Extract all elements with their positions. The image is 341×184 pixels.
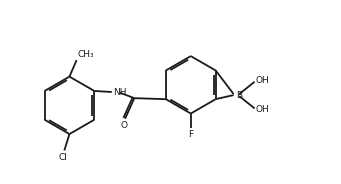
Text: O: O [121, 121, 128, 130]
Text: OH: OH [256, 76, 269, 85]
Text: F: F [188, 130, 193, 139]
Text: NH: NH [113, 88, 126, 96]
Text: Cl: Cl [59, 153, 68, 162]
Text: OH: OH [256, 105, 269, 114]
Text: CH₃: CH₃ [78, 50, 94, 59]
Text: B: B [236, 91, 242, 100]
